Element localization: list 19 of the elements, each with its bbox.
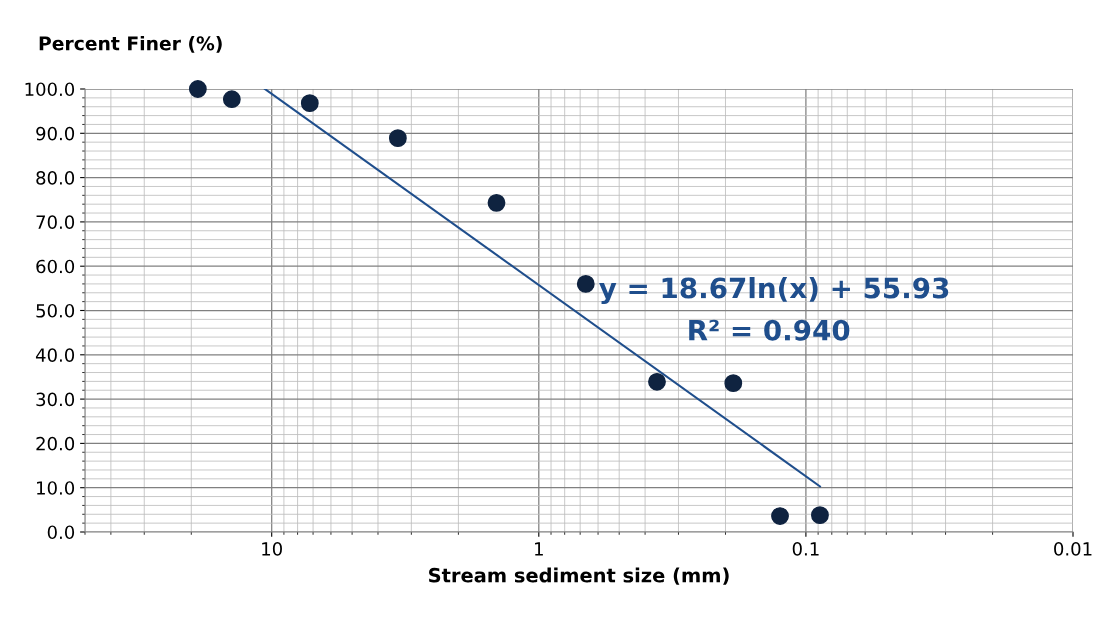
annotation: y = 18.67ln(x) + 55.93 — [599, 277, 949, 305]
x-tick-label: 0.1 — [792, 542, 819, 556]
y-tick-label: 100.0 — [25, 82, 75, 97]
annotation: R² = 0.940 — [689, 319, 850, 341]
y-tick-label: 0.0 — [47, 525, 75, 540]
y-tick-label: 70.0 — [36, 215, 75, 230]
x-tick-label: 10 — [262, 542, 282, 556]
y-tick-label: 60.0 — [36, 259, 75, 274]
x-tick-label: 1 — [535, 542, 543, 556]
x-tick-label: 0.01 — [1054, 542, 1092, 556]
x-axis-title: Stream sediment size (mm) — [429, 567, 729, 585]
y-tick-label: 50.0 — [36, 303, 75, 318]
y-tick-label: 90.0 — [36, 126, 75, 141]
y-tick-label: 30.0 — [36, 392, 75, 407]
y-tick-label: 80.0 — [36, 171, 75, 185]
y-tick-label: 10.0 — [37, 481, 75, 495]
y-tick-label: 40.0 — [35, 348, 75, 362]
y-axis-title: Percent Finer (%) — [39, 35, 222, 53]
y-tick-label: 20.0 — [36, 436, 75, 451]
